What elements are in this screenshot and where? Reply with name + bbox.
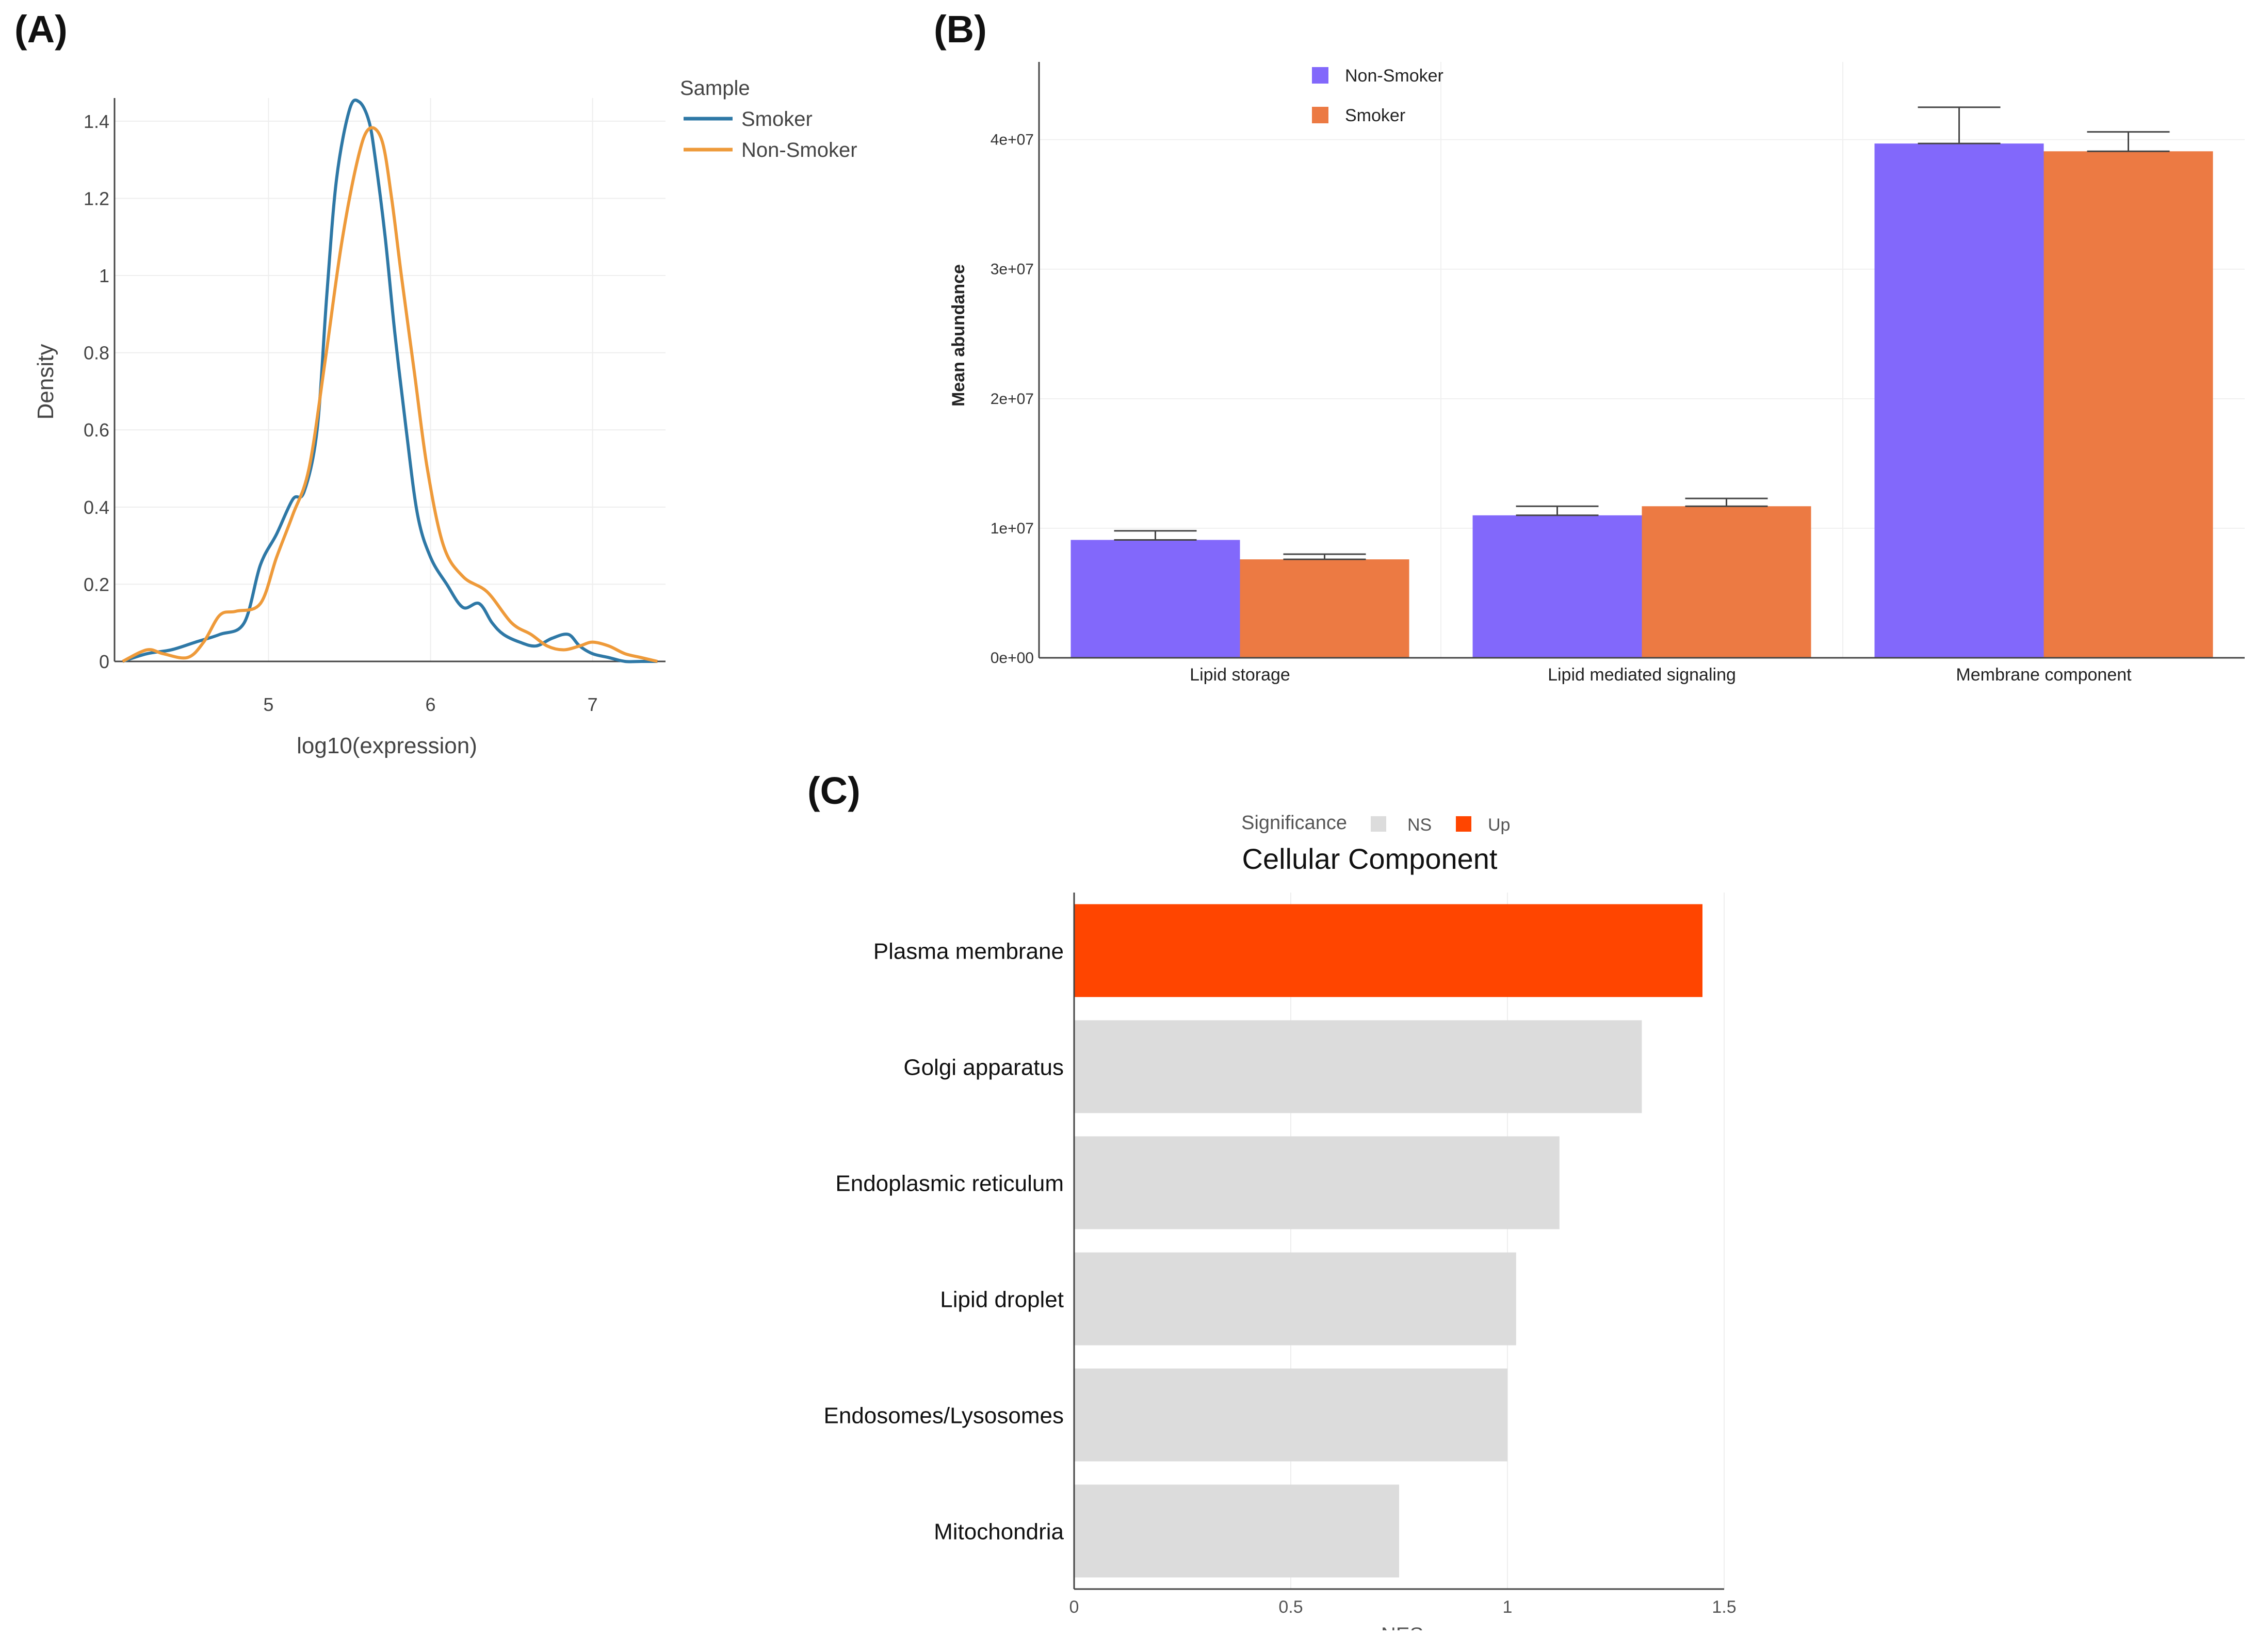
y-tick-label: 1.4 (84, 111, 109, 132)
bar-plasma-membrane (1074, 904, 1702, 997)
density-x-label: log10(expression) (297, 733, 477, 758)
y-tick-label: 1.2 (84, 188, 109, 209)
abundance-y-label: Mean abundance (949, 264, 968, 407)
y-tick-label: 3e+07 (991, 261, 1034, 278)
x-tick-label: 7 (588, 694, 598, 715)
x-tick-label: 0 (1069, 1597, 1079, 1617)
x-tick-label: 1 (1503, 1597, 1513, 1617)
density-chart: 0 0.2 0.4 0.6 0.8 1 1.2 1.4 5 6 7 log10(expressio… (33, 77, 857, 758)
bar-non-smoker-lipid-storage (1070, 540, 1240, 658)
bar-smoker-membrane-component (2043, 151, 2213, 658)
legend-label-up: Up (1488, 815, 1510, 835)
density-x-ticks: 5 6 7 (263, 694, 597, 715)
nes-gridlines (1290, 893, 1725, 1589)
x-tick-label: Lipid storage (1190, 665, 1290, 685)
series-line-non-smoker (122, 126, 658, 663)
density-y-label: Density (33, 344, 58, 420)
panel-label-c: (C) (807, 769, 861, 812)
category-label: Golgi apparatus (903, 1055, 1064, 1080)
category-label: Mitochondria (934, 1519, 1064, 1545)
legend-label-non-smoker: Non-Smoker (741, 139, 857, 161)
legend-label-smoker: Smoker (741, 108, 813, 131)
y-tick-label: 0 (99, 651, 109, 672)
y-tick-label: 1 (99, 265, 109, 286)
nes-chart-title: Cellular Component (1242, 843, 1498, 875)
abundance-y-ticks: 0e+00 1e+07 2e+07 3e+07 4e+07 (991, 132, 1034, 667)
nes-chart: Significance NS Up Cellular Component Pl… (824, 812, 1737, 1630)
legend-label-non-smoker: Non-Smoker (1345, 66, 1443, 86)
bar-mitochondria (1074, 1484, 1399, 1578)
y-tick-label: 0.4 (84, 497, 109, 518)
abundance-x-ticks: Lipid storage Lipid mediated signaling Mem… (1190, 665, 2132, 685)
bar-smoker-lipid-storage (1240, 559, 1409, 658)
legend-swatch-non-smoker (1312, 67, 1328, 84)
bar-smoker-lipid-mediated-signaling (1642, 506, 1811, 658)
bar-non-smoker-membrane-component (1874, 143, 2044, 658)
x-tick-label: 6 (426, 694, 436, 715)
y-tick-label: 0.8 (84, 343, 109, 364)
category-label: Endosomes/Lysosomes (824, 1403, 1064, 1429)
density-legend-title: Sample (680, 77, 750, 100)
y-tick-label: 1e+07 (991, 520, 1034, 537)
nes-bars (1074, 904, 1702, 1578)
category-label: Lipid droplet (940, 1287, 1064, 1313)
nes-x-label: NES (1381, 1624, 1423, 1630)
bar-lipid-droplet (1074, 1252, 1516, 1346)
y-tick-label: 4e+07 (991, 132, 1034, 149)
y-tick-label: 2e+07 (991, 391, 1034, 408)
nes-legend-title: Significance (1241, 812, 1347, 834)
panel-label-a: (A) (14, 8, 68, 51)
panel-label-b: (B) (934, 8, 987, 51)
abundance-bars (1070, 143, 2213, 658)
x-tick-label: 5 (263, 694, 273, 715)
x-tick-label: 1.5 (1712, 1597, 1736, 1617)
y-tick-label: 0.2 (84, 574, 109, 595)
density-y-ticks: 0 0.2 0.4 0.6 0.8 1 1.2 1.4 (84, 111, 109, 672)
bar-golgi-apparatus (1074, 1020, 1642, 1113)
category-label: Plasma membrane (873, 939, 1064, 964)
x-tick-label: 0.5 (1278, 1597, 1303, 1617)
bar-endosomes-lysosomes (1074, 1368, 1507, 1462)
bar-endoplasmic-reticulum (1074, 1136, 1560, 1229)
legend-swatch-smoker (1312, 107, 1328, 123)
y-tick-label: 0.6 (84, 419, 109, 441)
legend-label-smoker: Smoker (1345, 106, 1405, 125)
series-line-smoker (122, 99, 658, 663)
nes-category-labels: Plasma membrane Golgi apparatus Endoplasmi… (824, 939, 1064, 1545)
x-tick-label: Membrane component (1956, 665, 2132, 685)
legend-swatch-up (1456, 816, 1471, 832)
y-tick-label: 0e+00 (991, 650, 1034, 667)
abundance-error-bars (1114, 106, 2170, 560)
x-tick-label: Lipid mediated signaling (1548, 665, 1736, 685)
legend-swatch-ns (1371, 816, 1386, 832)
legend-label-ns: NS (1407, 815, 1432, 835)
nes-x-ticks: 0 0.5 1 1.5 (1069, 1597, 1737, 1617)
category-label: Endoplasmic reticulum (835, 1171, 1064, 1196)
bar-non-smoker-lipid-mediated-signaling (1472, 515, 1642, 658)
